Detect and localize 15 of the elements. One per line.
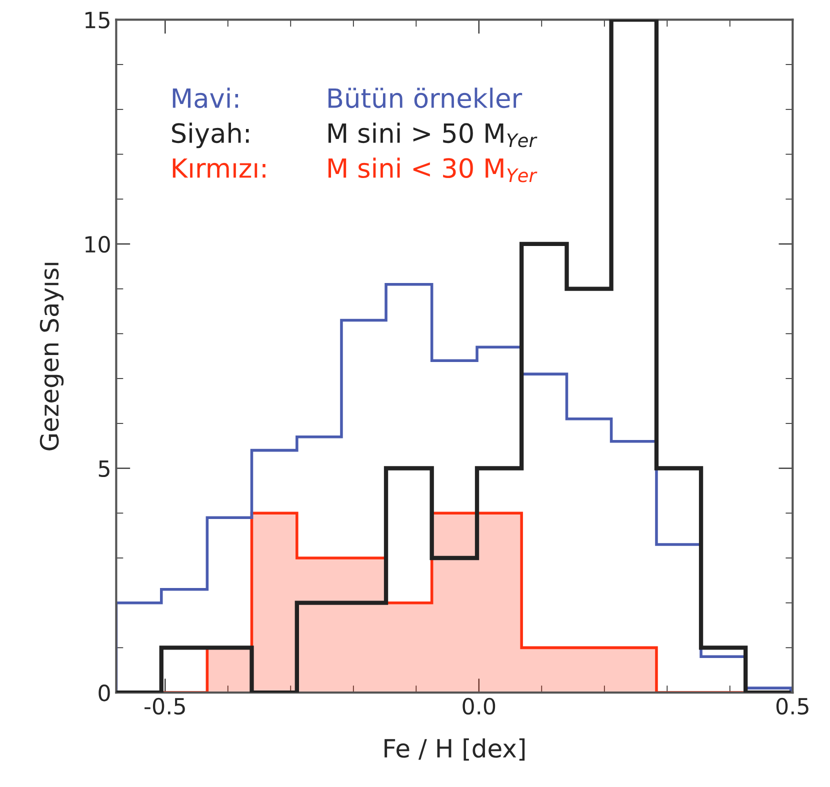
annotation: Siyah: (172, 122, 249, 148)
y-axis-title: Gezegen Sayısı (40, 262, 64, 450)
x-tick-label: -0.5 (144, 698, 185, 715)
x-tick-label: 0.5 (776, 698, 808, 715)
y-tick-label: 10 (86, 236, 110, 253)
y-tick-label: 15 (86, 12, 110, 28)
annotation: Mavi: (172, 88, 238, 108)
annotation: Kırmızı: (172, 158, 266, 178)
y-tick-label: 0 (98, 684, 110, 702)
x-tick-label: 0.0 (462, 698, 496, 715)
text: M sini > 50 M$_{Yer}$ (328, 122, 538, 148)
text: Bütün örnekler (328, 88, 522, 108)
x-axis-title: Fe / H [dex] (384, 738, 525, 761)
y-tick-label: 5 (98, 460, 110, 478)
text: M sini < 30 M$_{Yer}$ (328, 158, 538, 182)
